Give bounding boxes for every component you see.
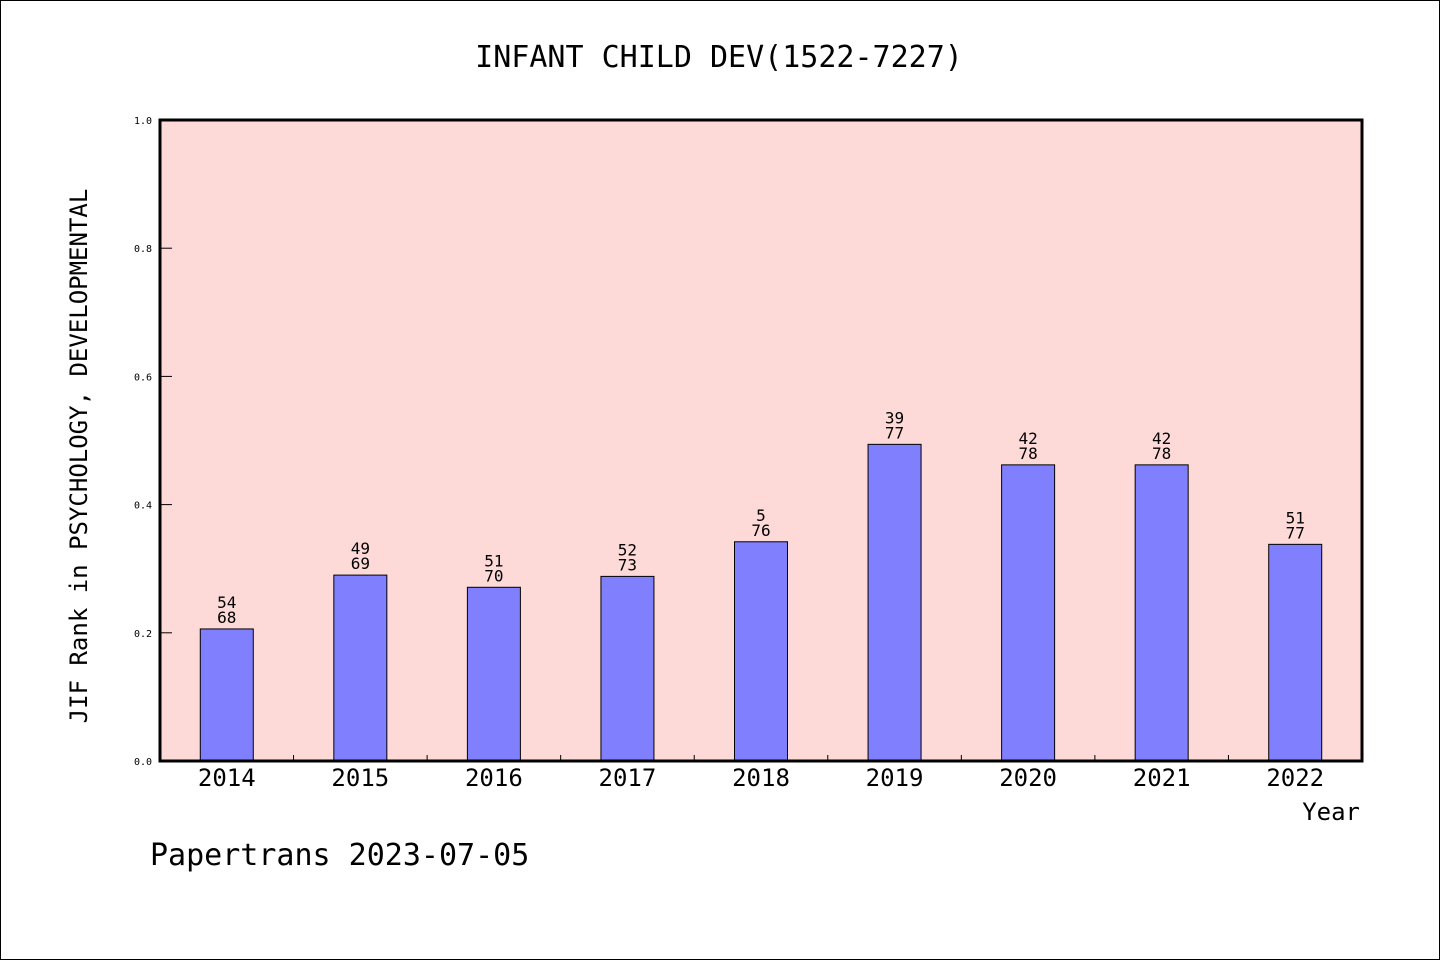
bar-label-rank: 42: [1152, 429, 1171, 448]
footer-credit: Papertrans 2023-07-05: [150, 838, 529, 873]
x-tick-label: 2017: [599, 764, 657, 792]
bar-label-rank: 42: [1018, 429, 1037, 448]
x-tick-label: 2014: [198, 764, 256, 792]
bar-2017: [600, 575, 655, 762]
y-axis-title: JIF Rank in PSYCHOLOGY, DEVELOPMENTAL: [65, 189, 93, 724]
bar-label-total: 70: [484, 566, 503, 585]
bar-label-total: 77: [885, 423, 904, 442]
y-tick-label: 0.8: [134, 244, 152, 255]
bar-2014: [199, 628, 254, 762]
bar-2020: [1001, 464, 1056, 762]
bar-2016: [466, 586, 521, 762]
bar-label-rank: 52: [618, 540, 637, 559]
bar-2022: [1268, 543, 1323, 762]
bar-label-rank: 54: [217, 593, 236, 612]
bar-label-total: 78: [1018, 444, 1037, 463]
x-tick-label: 2021: [1133, 764, 1191, 792]
x-axis-title: Year: [1302, 798, 1360, 826]
x-tick-label: 2019: [866, 764, 924, 792]
y-tick-label: 1.0: [134, 116, 152, 127]
bar-2015: [333, 574, 388, 762]
bar-label-rank: 51: [1286, 508, 1305, 527]
bar-label-total: 78: [1152, 444, 1171, 463]
y-tick-label: 0.0: [134, 757, 152, 768]
x-tick-label: 2016: [465, 764, 523, 792]
bar-label-total: 73: [618, 555, 637, 574]
x-tick-label: 2020: [999, 764, 1057, 792]
bar-label-total: 68: [217, 608, 236, 627]
bar-2019: [867, 443, 922, 762]
bar-label-rank: 51: [484, 551, 503, 570]
y-tick-label: 0.4: [134, 501, 152, 512]
x-tick-label: 2018: [732, 764, 790, 792]
bar-label-total: 77: [1286, 523, 1305, 542]
bar-2018: [734, 541, 788, 762]
bar-label-rank: 5: [756, 506, 766, 525]
bar-label-rank: 49: [351, 539, 370, 558]
bar-label-total: 69: [351, 554, 370, 573]
bar-2021: [1134, 464, 1189, 762]
y-tick-label: 0.2: [134, 629, 152, 640]
bar-label-rank: 39: [885, 408, 904, 427]
y-tick-label: 0.6: [134, 372, 152, 383]
x-tick-label: 2022: [1266, 764, 1324, 792]
plot-border: [158, 118, 1364, 763]
chart-title: INFANT CHILD DEV(1522-7227): [475, 40, 963, 75]
bar-label-total: 76: [751, 521, 770, 540]
x-tick-label: 2015: [331, 764, 389, 792]
